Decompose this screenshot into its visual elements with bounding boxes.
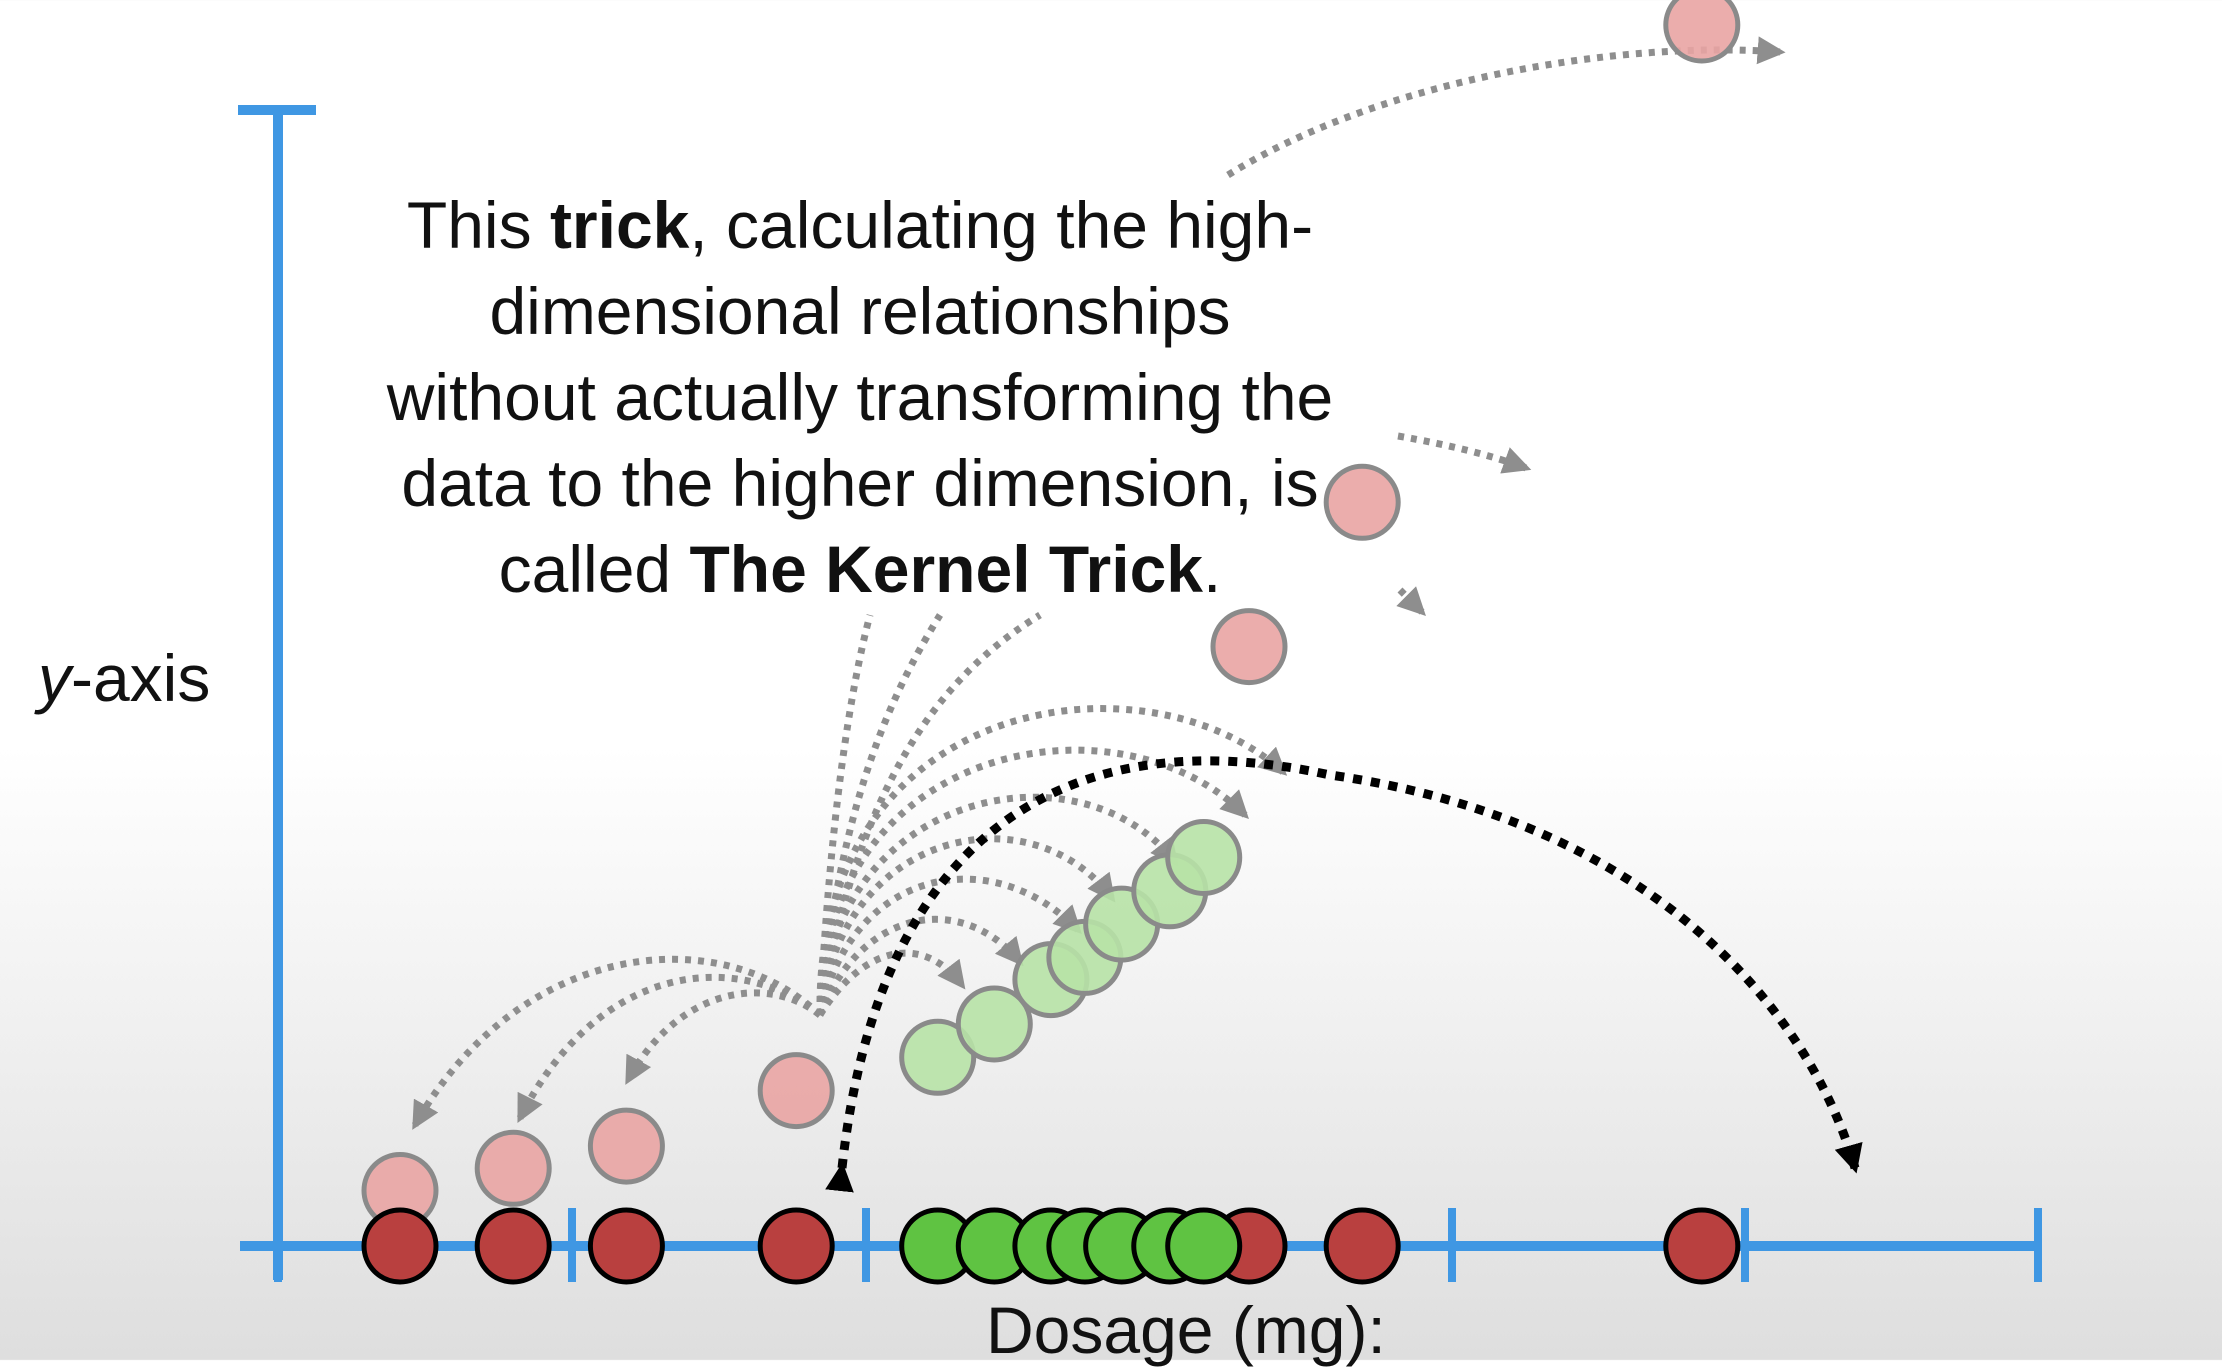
- caption-line-1: This trick, calculating the high-: [300, 182, 1420, 268]
- arrow-to-mid-right-point: [1397, 432, 1532, 474]
- pink-transformed-point: [587, 1107, 665, 1185]
- arrow-right-7: [816, 705, 1288, 1016]
- pink-transformed-point: [757, 1052, 835, 1130]
- arrow-right-3: [816, 875, 1082, 1016]
- y-axis-label-rest: -axis: [71, 641, 211, 715]
- pink-transformed-point: [1663, 0, 1741, 64]
- green-point: [1165, 1207, 1243, 1285]
- caption-text: .: [1202, 532, 1222, 606]
- red-point: [757, 1207, 835, 1285]
- y-axis-label-var: y: [38, 641, 71, 715]
- caption-line-3: without actually transforming the: [386, 360, 1334, 434]
- arrow-left-1: [411, 955, 823, 1130]
- y-axis-label: y-axis: [38, 640, 210, 716]
- gray-transform-arrows: [411, 36, 1786, 1130]
- arrow-up-1: [816, 614, 874, 1016]
- caption: This trick, calculating the high- dimens…: [300, 182, 1420, 612]
- arrow-to-top-right-point: [1226, 36, 1786, 178]
- red-point: [361, 1207, 439, 1285]
- arrow-right-1: [817, 949, 966, 1017]
- x-axis-label: Dosage (mg):: [986, 1293, 1386, 1367]
- arrow-up-2: [816, 613, 943, 1016]
- caption-line-2: dimensional relationships: [489, 274, 1231, 348]
- caption-text: , calculating the high-: [689, 188, 1314, 262]
- black-distance-arrow: [825, 756, 1863, 1193]
- points-layer: [361, 0, 1741, 1285]
- caption-line-4: data to the higher dimension, is: [401, 446, 1319, 520]
- arrow-to-low-right-point: [1396, 586, 1426, 616]
- red-point: [474, 1207, 552, 1285]
- light-green-transformed-point: [1165, 819, 1243, 896]
- caption-text: This: [406, 188, 550, 262]
- caption-text: called: [498, 532, 690, 606]
- arrow-up-3: [816, 612, 1042, 1016]
- y-axis: [238, 105, 316, 1280]
- arrow-right-6: [816, 746, 1249, 1016]
- light-green-transformed-point: [955, 985, 1033, 1063]
- arrow-right-4: [816, 835, 1116, 1016]
- caption-line-5: called The Kernel Trick.: [300, 526, 1420, 612]
- arrow-right-2: [816, 915, 1024, 1017]
- red-point: [587, 1207, 665, 1285]
- pink-transformed-point: [474, 1129, 552, 1207]
- pink-transformed-point: [1210, 608, 1288, 686]
- arrow-left-2: [516, 973, 823, 1123]
- light-green-transformed-point: [899, 1018, 977, 1096]
- red-point: [1323, 1207, 1401, 1285]
- red-point: [1663, 1207, 1741, 1285]
- pink-transformed-point: [1323, 463, 1401, 541]
- caption-bold-trick: trick: [549, 188, 690, 262]
- caption-bold-kernel-trick: The Kernel Trick: [689, 532, 1203, 606]
